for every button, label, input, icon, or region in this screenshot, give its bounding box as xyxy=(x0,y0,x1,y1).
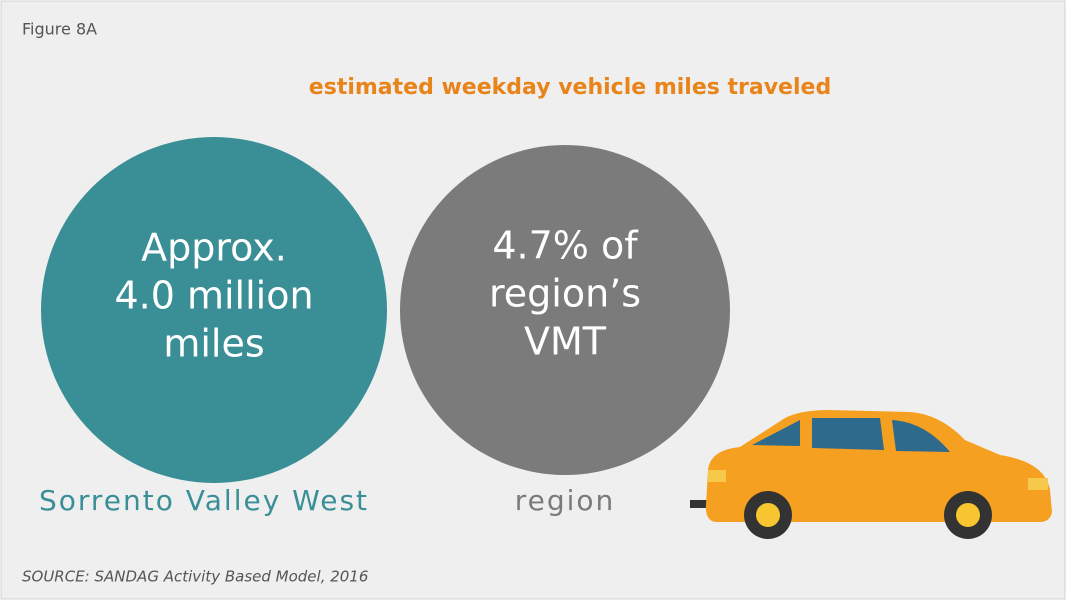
circle-text: VMT xyxy=(524,320,607,364)
circle-text: region’s xyxy=(489,272,641,316)
circle-text: Approx. xyxy=(141,226,287,270)
title: estimated weekday vehicle miles traveled xyxy=(309,75,831,100)
circle-label: region xyxy=(515,484,616,517)
circle-text: 4.0 million xyxy=(114,274,313,318)
circle-text: 4.7% of xyxy=(492,224,639,268)
car-icon xyxy=(690,410,1052,539)
figure-label: Figure 8A xyxy=(22,20,97,39)
circle-label: Sorrento Valley West xyxy=(39,484,369,517)
source: SOURCE: SANDAG Activity Based Model, 201… xyxy=(22,568,368,586)
circle-text: miles xyxy=(163,322,264,366)
circle xyxy=(400,145,730,475)
circle xyxy=(41,137,387,483)
